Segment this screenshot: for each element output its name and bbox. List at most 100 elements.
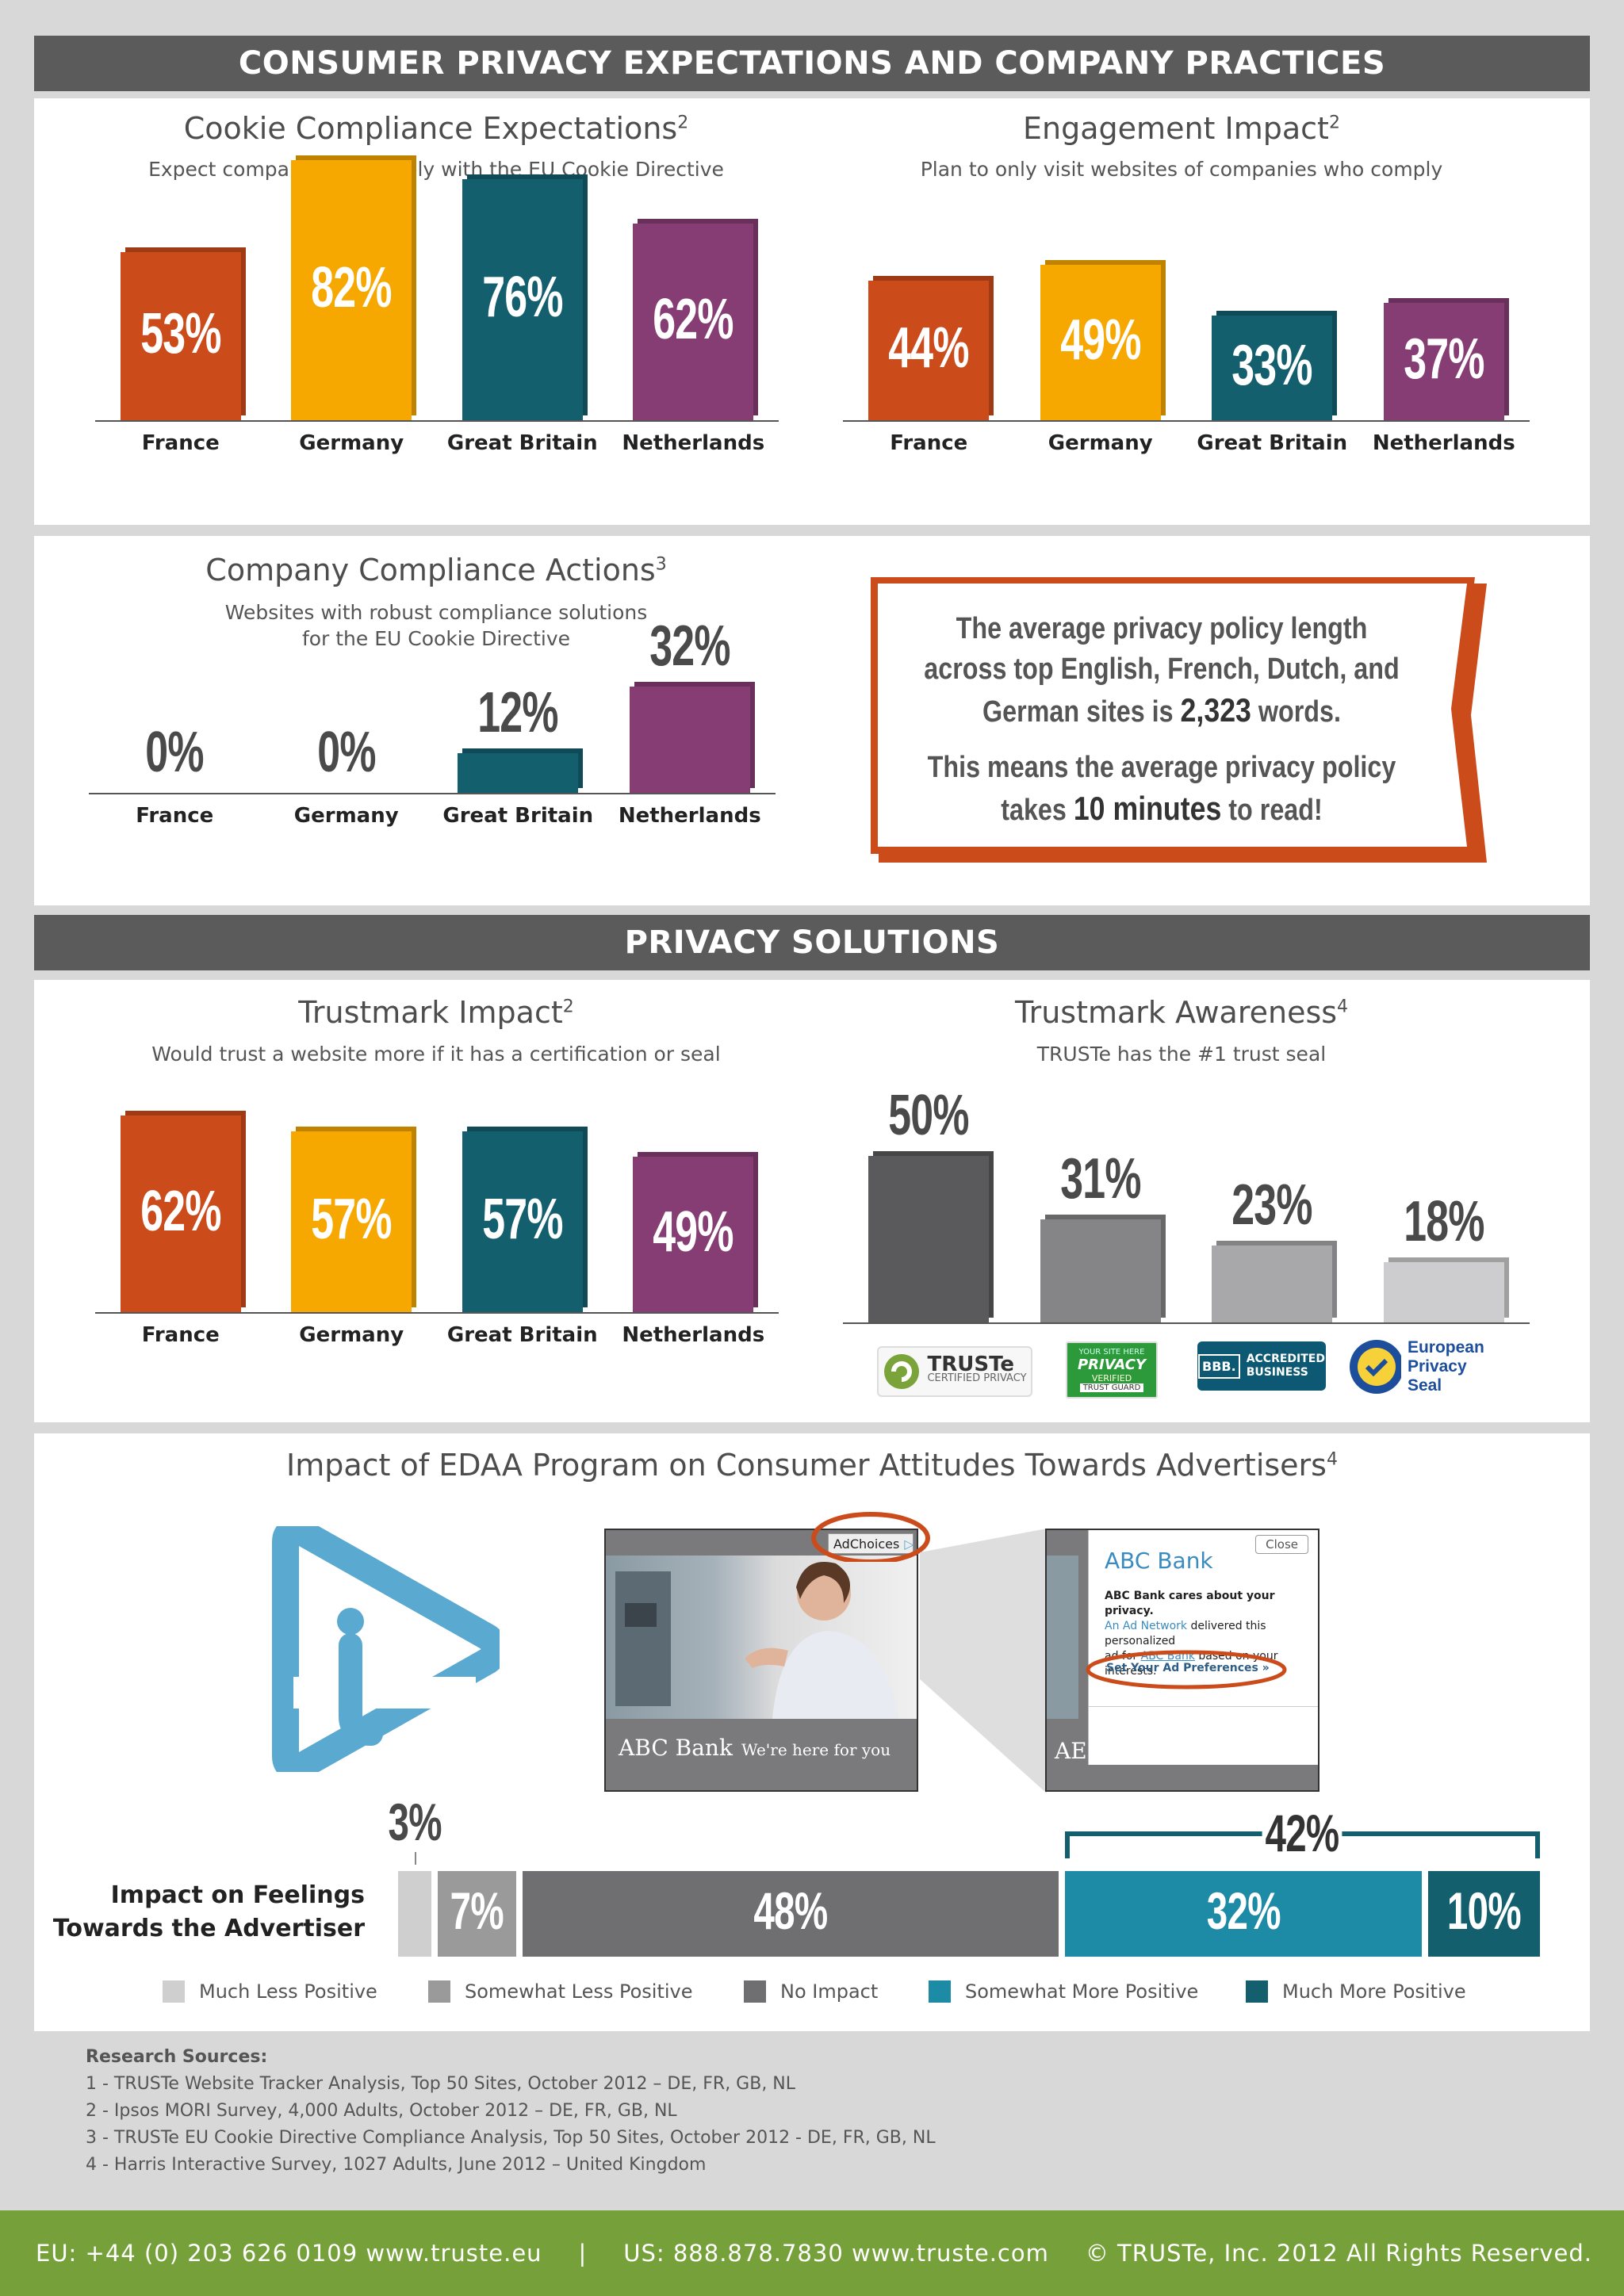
engagement-bar-netherlands bbox=[1383, 303, 1504, 420]
pv-top: YOUR SITE HERE bbox=[1078, 1348, 1145, 1357]
cookie-category-france: France bbox=[141, 431, 220, 455]
trustmark_impact-category-germany: Germany bbox=[299, 1323, 404, 1347]
engagement-value-label-france: 44% bbox=[888, 316, 970, 380]
footer-copyright: © TRUSTe, Inc. 2012 All Rights Reserved. bbox=[1085, 2240, 1592, 2267]
edaa-value-label-no-impact: 48% bbox=[753, 1881, 828, 1940]
edaa-value-label-much-more-positive: 10% bbox=[1447, 1881, 1522, 1940]
trustmark_impact-value-label-netherlands: 49% bbox=[653, 1200, 734, 1264]
legend-item-no-impact: No Impact bbox=[744, 1980, 878, 2003]
compliance-category-netherlands: Netherlands bbox=[618, 804, 761, 828]
footer-separator: | bbox=[578, 2240, 588, 2267]
engagement-chart-subtitle: Plan to only visit websites of companies… bbox=[920, 158, 1443, 181]
ad-photo bbox=[606, 1556, 917, 1719]
bbb-mark: BBB. bbox=[1198, 1353, 1240, 1379]
compliance-category-great-britain: Great Britain bbox=[442, 804, 594, 828]
trustmark_impact-bar-netherlands bbox=[633, 1157, 754, 1312]
callout-text-block-1: The average privacy policy length across… bbox=[922, 609, 1401, 733]
cookie-category-netherlands: Netherlands bbox=[622, 431, 765, 455]
compliance-value-label-france: 0% bbox=[145, 721, 205, 784]
truste-seal: TRUSTe CERTIFIED PRIVACY bbox=[877, 1346, 1032, 1397]
bbb-line2: BUSINESS bbox=[1246, 1366, 1308, 1379]
ad-photo-person bbox=[615, 1562, 899, 1719]
callout-body bbox=[878, 584, 1467, 847]
cookie-bar-france bbox=[120, 252, 241, 420]
trustmark_impact-value-label-france: 62% bbox=[140, 1180, 221, 1243]
engagement-chart-title: Engagement Impact2 bbox=[1023, 111, 1340, 146]
compliance-bar-netherlands bbox=[629, 686, 750, 793]
trustmark_impact-bar-great-britain bbox=[462, 1131, 583, 1312]
bbb-seal: BBB. ACCREDITED BUSINESS bbox=[1197, 1341, 1326, 1391]
cookie-chart-title: Cookie Compliance Expectations2 bbox=[183, 111, 689, 146]
compliance-chart-title: Company Compliance Actions3 bbox=[205, 553, 667, 587]
eps-line1: European bbox=[1407, 1338, 1484, 1357]
research-sources: Research Sources: 1 - TRUSTe Website Tra… bbox=[86, 2044, 936, 2179]
trustmark_awareness-bar-european-privacy-seal bbox=[1383, 1262, 1504, 1322]
edaa-value-label-much-less-positive: 3% bbox=[388, 1793, 442, 1851]
trustmark_impact-category-france: France bbox=[141, 1323, 220, 1347]
legend-label-much-less-positive: Much Less Positive bbox=[199, 1980, 377, 2003]
edaa-segment-much-less-positive bbox=[398, 1871, 432, 1957]
trustmark_impact-category-netherlands: Netherlands bbox=[622, 1323, 765, 1347]
trustmark-awareness-bar-chart: 50% 31% 23% 18% bbox=[843, 1078, 1530, 1324]
top-banner: CONSUMER PRIVACY EXPECTATIONS AND COMPAN… bbox=[34, 36, 1590, 91]
cookie-bar-great-britain bbox=[462, 179, 583, 420]
engagement-category-germany: Germany bbox=[1048, 431, 1153, 455]
trustmark_awareness-value-label-bbb-accredited-business: 23% bbox=[1231, 1173, 1313, 1238]
callout-line-5: takes 10 minutes to read! bbox=[1001, 790, 1323, 827]
compliance-value-label-great-britain: 12% bbox=[477, 680, 559, 744]
adchoices-button[interactable]: AdChoices ▷ bbox=[828, 1533, 914, 1554]
eps-line2: Privacy Seal bbox=[1407, 1357, 1467, 1395]
popup-preferences-link[interactable]: Set Your Ad Preferences » bbox=[1106, 1662, 1270, 1674]
edaa-legend: Much Less Positive Somewhat Less Positive… bbox=[163, 1980, 1511, 2009]
legend-item-somewhat-less-positive: Somewhat Less Positive bbox=[428, 1980, 693, 2003]
pv-guard: TRUST GUARD bbox=[1079, 1383, 1144, 1392]
trustmark_awareness-bar-privacy-verified bbox=[1040, 1219, 1161, 1322]
footer: EU: +44 (0) 203 626 0109 www.truste.eu |… bbox=[0, 2210, 1624, 2296]
popup-link-network[interactable]: An Ad Network bbox=[1105, 1620, 1188, 1632]
legend-label-somewhat-more-positive: Somewhat More Positive bbox=[965, 1980, 1199, 2003]
trustmark_impact-baseline bbox=[95, 1312, 779, 1314]
privacy-verified-seal: YOUR SITE HERE PRIVACY VERIFIED TRUST GU… bbox=[1066, 1341, 1158, 1399]
legend-label-much-more-positive: Much More Positive bbox=[1282, 1980, 1466, 2003]
legend-label-somewhat-less-positive: Somewhat Less Positive bbox=[465, 1980, 693, 2003]
legend-swatch-somewhat-more-positive bbox=[929, 1980, 951, 2003]
edaa-segment-much-more-positive bbox=[1428, 1871, 1540, 1957]
callout-connector bbox=[920, 1529, 1047, 1793]
popup-close-button[interactable]: Close bbox=[1255, 1535, 1308, 1554]
compliance-baseline bbox=[89, 793, 776, 794]
trustmark-impact-subtitle: Would trust a website more if it has a c… bbox=[151, 1043, 721, 1066]
legend-item-much-more-positive: Much More Positive bbox=[1246, 1980, 1466, 2003]
cookie-baseline bbox=[95, 420, 779, 422]
cookie-value-label-germany: 82% bbox=[311, 256, 393, 320]
trustmark_awareness-value-label-truste: 50% bbox=[888, 1084, 970, 1147]
footer-us-contact: US: 888.878.7830 www.truste.com bbox=[623, 2240, 1049, 2267]
cookie-bar-germany bbox=[291, 160, 412, 420]
footer-eu-contact: EU: +44 (0) 203 626 0109 www.truste.eu bbox=[36, 2240, 542, 2267]
trustmark-awareness-title: Trustmark Awareness4 bbox=[1014, 995, 1349, 1030]
pv-main: PRIVACY bbox=[1077, 1357, 1147, 1373]
bbb-line1: ACCREDITED bbox=[1246, 1353, 1325, 1365]
engagement-value-label-netherlands: 37% bbox=[1403, 327, 1484, 391]
trustmark-impact-title: Trustmark Impact2 bbox=[298, 995, 574, 1030]
solutions-banner-title: PRIVACY SOLUTIONS bbox=[624, 924, 1000, 961]
solutions-banner: PRIVACY SOLUTIONS bbox=[34, 915, 1590, 970]
popup-title: ABC Bank bbox=[1105, 1548, 1213, 1574]
truste-logo-icon bbox=[884, 1354, 920, 1389]
cookie-category-great-britain: Great Britain bbox=[446, 431, 598, 455]
source-4: 4 - Harris Interactive Survey, 1027 Adul… bbox=[86, 2155, 707, 2175]
engagement-category-netherlands: Netherlands bbox=[1372, 431, 1515, 455]
trustmark_impact-bar-france bbox=[120, 1115, 241, 1312]
trustmark_awareness-value-label-european-privacy-seal: 18% bbox=[1403, 1190, 1484, 1254]
legend-swatch-much-more-positive bbox=[1246, 1980, 1268, 2003]
trustmark_impact-category-great-britain: Great Britain bbox=[446, 1323, 598, 1347]
edaa-bracket-label: 42% bbox=[1262, 1803, 1342, 1863]
trustmark-impact-bar-chart: 62% France 57% Germany 57% Great Britain 49% Ne… bbox=[95, 1078, 779, 1360]
top-banner-title: CONSUMER PRIVACY EXPECTATIONS AND COMPAN… bbox=[238, 45, 1386, 82]
callout-line-2: across top English, French, Dutch, and bbox=[924, 652, 1400, 686]
trustmark_impact-value-label-great-britain: 57% bbox=[481, 1188, 563, 1251]
trustmark-awareness-subtitle: TRUSTe has the #1 trust seal bbox=[1036, 1043, 1327, 1066]
adchoices-small-icon: ▷ bbox=[904, 1536, 914, 1552]
trustmark_awareness-bar-bbb-accredited-business bbox=[1212, 1246, 1333, 1322]
compliance-category-france: France bbox=[136, 804, 214, 828]
callout-line-4: This means the average privacy policy bbox=[927, 751, 1396, 784]
